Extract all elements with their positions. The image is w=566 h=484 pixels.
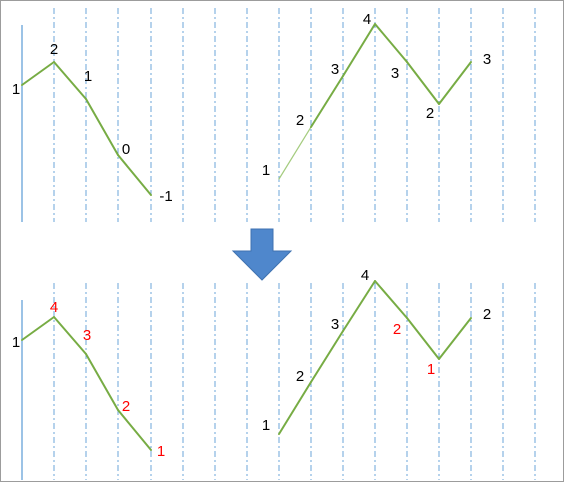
vertex-label: 2 — [393, 321, 401, 338]
top-right-panel: 1 2 3 4 3 2 3 — [246, 8, 536, 222]
vertex-label: 4 — [363, 11, 371, 28]
down-arrow-icon — [231, 228, 293, 281]
value-line-segment — [406, 317, 440, 360]
value-line-segment — [21, 316, 55, 341]
vertex-label: 3 — [83, 327, 91, 344]
vertex-label: 1 — [12, 81, 20, 98]
value-line-segment — [117, 409, 152, 451]
value-line-segment — [85, 353, 119, 411]
vertex-label: 2 — [296, 368, 304, 385]
value-line-segment — [342, 23, 376, 77]
value-line-segment — [117, 154, 152, 196]
value-line-segment — [310, 75, 344, 128]
value-line-segment — [21, 61, 55, 86]
vertex-label: 2 — [426, 105, 434, 122]
vertex-label: 3 — [391, 65, 399, 82]
value-line-segment — [310, 330, 344, 383]
value-line-segment — [438, 61, 472, 105]
vertex-label: 2 — [296, 112, 304, 129]
value-line-segment — [342, 280, 376, 332]
vertex-label: 3 — [331, 316, 339, 333]
top-left-panel: 1 2 1 0 -1 — [12, 8, 216, 222]
value-line-segment — [278, 126, 312, 180]
vertex-label: 4 — [361, 267, 369, 284]
vertex-label: 3 — [483, 51, 491, 68]
vertex-label: -1 — [159, 188, 172, 205]
value-line-segment — [85, 98, 119, 156]
vertex-label: 1 — [262, 162, 270, 179]
vertex-label: 3 — [331, 61, 339, 78]
vertex-label: 2 — [50, 41, 58, 58]
bottom-right-panel: 1 2 3 4 2 1 2 — [246, 267, 536, 480]
value-line-segment — [374, 23, 408, 63]
value-line-segment — [438, 317, 472, 360]
vertex-label: 1 — [427, 361, 435, 378]
bottom-left-panel: 1 4 3 2 1 — [12, 283, 216, 480]
value-line-segment — [278, 381, 312, 435]
vertex-label: 1 — [12, 334, 20, 351]
vertex-label: 1 — [262, 417, 270, 434]
vertex-label: 1 — [84, 68, 92, 85]
value-line-segment — [406, 61, 440, 105]
vertex-label: 0 — [122, 141, 130, 158]
vertex-label: 1 — [157, 443, 165, 460]
vertex-label: 4 — [50, 299, 58, 316]
vertex-label: 2 — [122, 398, 130, 415]
value-line-segment — [374, 280, 408, 319]
vertex-label: 2 — [483, 306, 491, 323]
value-line-segment — [53, 316, 87, 355]
value-line-segment — [53, 61, 87, 100]
